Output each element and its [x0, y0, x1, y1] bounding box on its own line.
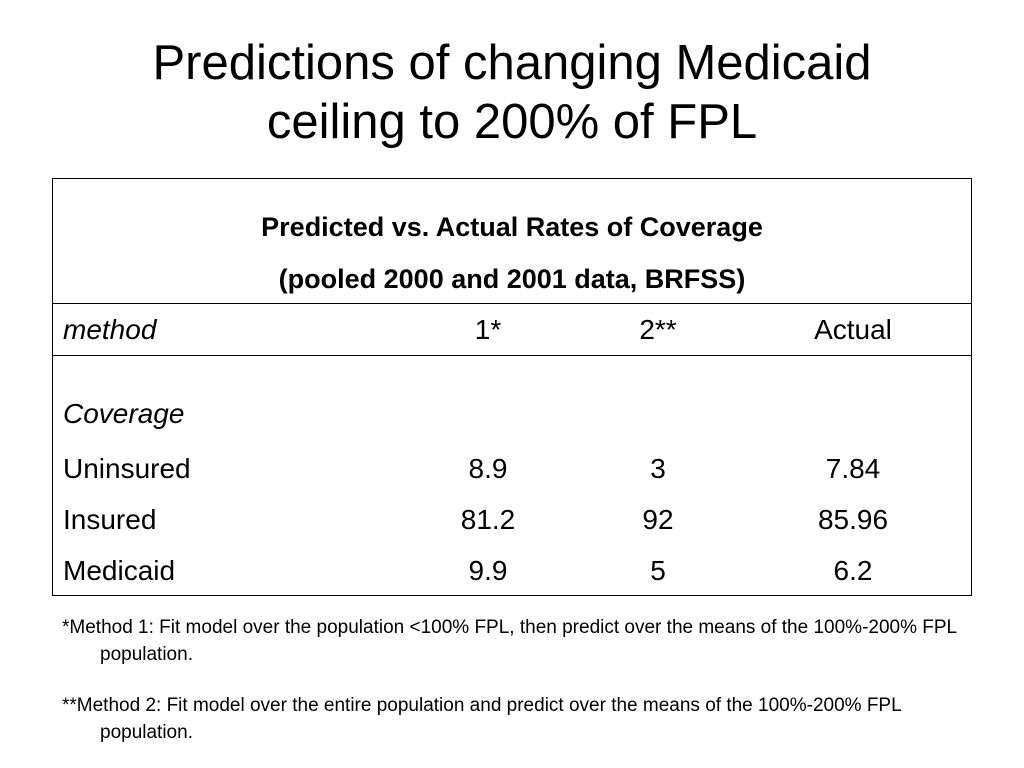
cell-medicaid-actual: 6.2 [833, 555, 873, 586]
row-label-medicaid: Medicaid [63, 555, 176, 586]
table-caption: Predicted vs. Actual Rates of Coverage (… [53, 179, 971, 304]
table-body: Coverage Uninsured 8.9 3 7.84 Insured 81… [53, 356, 971, 596]
row-label-insured: Insured [63, 504, 157, 535]
header-method-1: 1* [474, 314, 502, 345]
table-row: Insured 81.2 92 85.96 [53, 504, 971, 540]
cell-insured-actual: 85.96 [817, 504, 889, 535]
coverage-table: Predicted vs. Actual Rates of Coverage (… [52, 178, 972, 596]
table-header-row: method 1* 2** Actual [53, 304, 971, 356]
cell-insured-method-2: 92 [642, 504, 674, 535]
table-caption-title: Predicted vs. Actual Rates of Coverage [261, 212, 763, 242]
footnotes: *Method 1: Fit model over the population… [62, 614, 982, 746]
slide-title-line-2: ceiling to 200% of FPL [266, 95, 758, 149]
table-caption-subtitle: (pooled 2000 and 2001 data, BRFSS) [278, 264, 746, 294]
section-label-coverage: Coverage [63, 398, 185, 429]
header-actual: Actual [814, 314, 892, 345]
cell-medicaid-method-1: 9.9 [468, 555, 508, 586]
cell-uninsured-actual: 7.84 [825, 453, 881, 484]
header-method-2: 2** [639, 314, 677, 345]
table-row: Medicaid 9.9 5 6.2 [53, 555, 971, 591]
cell-uninsured-method-2: 3 [650, 453, 666, 484]
header-method: method [63, 314, 157, 345]
footnote-method-1: *Method 1: Fit model over the population… [62, 617, 957, 665]
table-row: Uninsured 8.9 3 7.84 [53, 453, 971, 489]
cell-uninsured-method-1: 8.9 [468, 453, 508, 484]
slide-title-line-1: Predictions of changing Medicaid [152, 36, 872, 90]
row-label-uninsured: Uninsured [63, 453, 191, 484]
footnote-method-2: **Method 2: Fit model over the entire po… [62, 695, 901, 743]
cell-medicaid-method-2: 5 [650, 555, 666, 586]
cell-insured-method-1: 81.2 [460, 504, 516, 535]
slide-title: Predictions of changing Medicaid ceiling… [0, 34, 1024, 152]
section-label-row: Coverage [53, 398, 971, 434]
